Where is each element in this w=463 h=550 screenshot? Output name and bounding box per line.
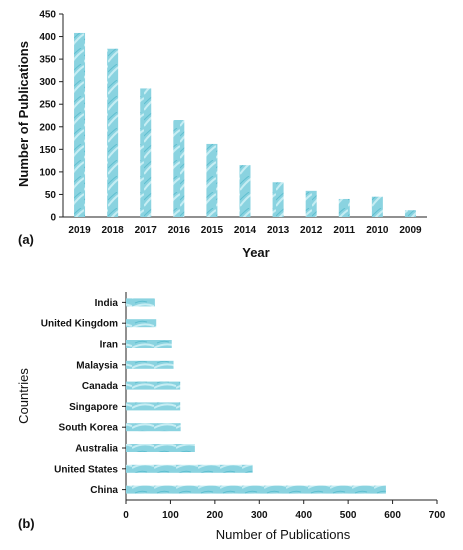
- bar-china: [126, 485, 386, 494]
- y-axis-title-b: Countries: [16, 368, 31, 424]
- x-tick-label-a: 2010: [366, 225, 389, 236]
- bar-united-states: [126, 464, 253, 473]
- x-tick-label-a: 2014: [234, 225, 257, 236]
- x-tick-label-a: 2016: [168, 225, 191, 236]
- y-tick-label-b: United Kingdom: [41, 319, 118, 330]
- x-axis-a: 2019 2018 2017 2016 2015 2014 2013 2012 2011 2010…: [63, 216, 427, 236]
- x-tick-label-b: 700: [429, 510, 446, 521]
- chart-panel-a: 0 50 100 150 200 250 300 350 400 450 2019 2018 2017…: [16, 10, 427, 260]
- x-tick-label-b: 500: [340, 510, 357, 521]
- bar-australia: [126, 444, 195, 452]
- x-tick-label-b: 300: [251, 510, 268, 521]
- y-tick-label-a: 100: [39, 167, 56, 178]
- x-tick-label-a: 2019: [68, 225, 91, 236]
- y-tick-label-b: Canada: [82, 381, 119, 392]
- bar-2010: [371, 196, 383, 217]
- bar-south-korea: [126, 423, 181, 432]
- y-tick-label-b: South Korea: [59, 423, 119, 434]
- x-tick-label-a: 2013: [267, 225, 290, 236]
- y-tick-label-a: 150: [39, 145, 56, 156]
- bar-india: [126, 298, 155, 307]
- x-tick-label-b: 200: [207, 510, 224, 521]
- y-tick-label-a: 250: [39, 100, 56, 111]
- x-tick-label-a: 2015: [201, 225, 224, 236]
- x-tick-label-a: 2012: [300, 225, 323, 236]
- x-tick-label-b: 400: [295, 510, 312, 521]
- y-axis-a: 0 50 100 150 200 250 300 350 400 450: [39, 10, 64, 224]
- x-tick-label-b: 100: [162, 510, 179, 521]
- y-axis-title-a: Number of Publications: [16, 41, 31, 187]
- bar-2016: [173, 120, 185, 217]
- bar-2018: [107, 48, 119, 218]
- x-tick-label-a: 2011: [333, 225, 355, 236]
- bar-iran: [126, 340, 172, 348]
- bar-2015: [206, 143, 218, 217]
- y-tick-label-a: 50: [45, 190, 57, 201]
- bar-canada: [126, 381, 181, 390]
- y-tick-label-a: 200: [39, 122, 56, 133]
- y-tick-label-a: 0: [50, 213, 56, 224]
- y-tick-label-a: 450: [39, 10, 56, 21]
- panel-label-b: (b): [18, 516, 35, 531]
- x-axis-title-b: Number of Publications: [216, 527, 351, 542]
- bar-singapore: [126, 402, 181, 411]
- bar-2009: [404, 210, 416, 217]
- chart-panel-b: India United Kingdom Iran Malaysia Canada Sin…: [16, 292, 446, 542]
- bar-united-kingdom: [126, 319, 157, 328]
- bar-2012: [305, 190, 317, 217]
- y-tick-label-b: Singapore: [69, 402, 118, 413]
- y-tick-label-a: 350: [39, 55, 56, 66]
- x-axis-b: 0 100 200 300 400 500 600 700: [123, 499, 446, 521]
- bar-2013: [272, 182, 284, 217]
- bar-2014: [239, 165, 251, 217]
- y-tick-label-b: Malaysia: [76, 360, 118, 371]
- x-tick-label-b: 0: [123, 510, 129, 521]
- y-tick-label-b: United States: [54, 464, 118, 475]
- y-tick-label-b: China: [90, 485, 118, 496]
- bar-malaysia: [126, 360, 174, 369]
- panel-label-a: (a): [18, 232, 34, 247]
- y-tick-label-a: 400: [39, 32, 56, 43]
- x-axis-title-a: Year: [242, 245, 269, 260]
- y-tick-label-b: Australia: [75, 444, 118, 455]
- y-tick-label-a: 300: [39, 77, 56, 88]
- y-axis-b: India United Kingdom Iran Malaysia Canada Sin…: [41, 292, 127, 500]
- y-tick-label-b: Iran: [100, 340, 118, 351]
- x-tick-label-b: 600: [384, 510, 401, 521]
- bar-2011: [338, 198, 350, 217]
- bar-2019: [74, 32, 86, 217]
- y-tick-label-b: India: [95, 298, 119, 309]
- x-tick-label-a: 2009: [399, 225, 422, 236]
- x-tick-label-a: 2018: [102, 225, 125, 236]
- x-tick-label-a: 2017: [135, 225, 158, 236]
- bar-2017: [140, 88, 152, 217]
